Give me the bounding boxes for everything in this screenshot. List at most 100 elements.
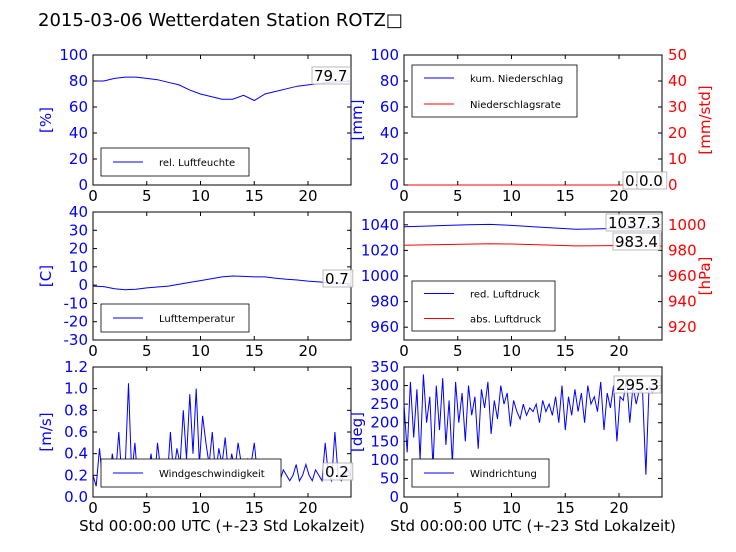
legend-label-windspeed: Windgeschwindigkeit — [159, 469, 265, 480]
value-annotation-box-temperature — [322, 269, 354, 288]
y2-tick-label-precip: 0 — [668, 176, 678, 194]
series-line-humidity-0 — [93, 76, 352, 102]
y-tick-label-precip: 0 — [389, 176, 399, 194]
x-tick-label-windspeed: 5 — [142, 499, 152, 517]
y-tick-label-winddir: 300 — [370, 377, 399, 395]
y2-tick-label-pressure: 940 — [668, 293, 697, 311]
x-tick-label-precip: 15 — [556, 187, 575, 205]
x-tick-label-pressure: 20 — [609, 342, 628, 360]
y-tick-label-winddir: 0 — [389, 488, 399, 506]
legend-label-precip: Niederschlagsrate — [470, 100, 561, 111]
y-axis-label-precip: [mm] — [348, 100, 366, 141]
legend-label-winddir: Windrichtung — [470, 469, 537, 480]
y-tick-label-precip: 40 — [380, 124, 399, 142]
y-tick-label-temperature: -10 — [64, 294, 89, 312]
y-tick-label-pressure: 1040 — [361, 216, 399, 234]
y2-axis-label-precip: [mm/std] — [696, 85, 714, 154]
y-tick-label-precip: 100 — [370, 46, 399, 64]
legend-pressure — [411, 280, 556, 332]
x-tick-label-winddir: 0 — [399, 499, 409, 517]
y2-tick-label-precip: 40 — [668, 72, 687, 90]
y-tick-label-winddir: 100 — [370, 451, 399, 469]
legend-label-pressure: abs. Luftdruck — [470, 315, 541, 326]
value-annotation-box-windspeed — [322, 462, 354, 481]
y-tick-label-windspeed: 1.2 — [64, 358, 88, 376]
value-annotation-box-pressure — [612, 232, 661, 251]
value-annotation-box-winddir — [613, 375, 662, 394]
y-tick-label-pressure: 960 — [370, 318, 399, 336]
x-axis-label-winddir: Std 00:00:00 UTC (+-23 Std Lokalzeit) — [390, 517, 676, 535]
series-line-temperature-0 — [92, 275, 352, 291]
y-tick-label-precip: 80 — [380, 72, 399, 90]
value-annotation-pressure: 983.4 — [615, 233, 658, 251]
y-tick-label-winddir: 350 — [370, 358, 399, 376]
value-annotation-box-precip — [636, 171, 668, 190]
value-annotation-pressure: 1037.3 — [608, 214, 661, 232]
y-tick-label-temperature: 10 — [69, 258, 88, 276]
y-axis-label-winddir: [deg] — [348, 412, 366, 452]
x-tick-label-winddir: 20 — [609, 499, 628, 517]
legend-label-precip: kum. Niederschlag — [470, 74, 563, 85]
x-tick-label-winddir: 15 — [556, 499, 575, 517]
y-tick-label-temperature: 0 — [78, 276, 88, 294]
y-tick-label-winddir: 50 — [380, 469, 399, 487]
y-tick-label-windspeed: 0.8 — [64, 401, 88, 419]
x-axis-label-windspeed: Std 00:00:00 UTC (+-23 Std Lokalzeit) — [79, 517, 365, 535]
y2-tick-label-precip: 30 — [668, 98, 687, 116]
y-tick-label-pressure: 980 — [370, 293, 399, 311]
y2-tick-label-pressure: 920 — [668, 318, 697, 336]
y-tick-label-humidity: 60 — [69, 98, 88, 116]
x-tick-label-temperature: 20 — [298, 342, 317, 360]
value-annotation-humidity: 79.7 — [314, 67, 347, 85]
y-tick-label-windspeed: 0.6 — [64, 423, 88, 441]
x-tick-label-precip: 5 — [453, 187, 463, 205]
y-tick-label-temperature: -30 — [64, 331, 89, 349]
x-tick-label-windspeed: 15 — [245, 499, 264, 517]
y-tick-label-pressure: 1020 — [361, 241, 399, 259]
value-annotation-temperature: 0.7 — [325, 270, 349, 288]
y-tick-label-humidity: 40 — [69, 124, 88, 142]
y-tick-label-precip: 60 — [380, 98, 399, 116]
y-tick-label-humidity: 20 — [69, 150, 88, 168]
y-tick-label-windspeed: 1.0 — [64, 380, 88, 398]
y-tick-label-windspeed: 0.2 — [64, 466, 88, 484]
x-tick-label-temperature: 15 — [245, 342, 264, 360]
y-tick-label-temperature: 20 — [69, 240, 88, 258]
y2-tick-label-precip: 20 — [668, 124, 687, 142]
value-annotation-box-humidity — [311, 66, 351, 85]
y-tick-label-windspeed: 0.4 — [64, 445, 88, 463]
y2-tick-label-pressure: 1000 — [668, 216, 706, 234]
x-tick-label-temperature: 5 — [142, 342, 152, 360]
value-annotation-windspeed: 0.2 — [325, 463, 349, 481]
y2-tick-label-precip: 50 — [668, 46, 687, 64]
y-tick-label-pressure: 1000 — [361, 267, 399, 285]
y-tick-label-winddir: 150 — [370, 432, 399, 450]
y2-tick-label-pressure: 980 — [668, 241, 697, 259]
x-tick-label-humidity: 20 — [298, 187, 317, 205]
chart-title: 2015-03-06 Wetterdaten Station ROTZ□ — [38, 10, 403, 31]
value-annotation-precip: 0.0 — [639, 172, 663, 190]
x-tick-label-pressure: 15 — [556, 342, 575, 360]
x-tick-label-pressure: 0 — [399, 342, 409, 360]
y-axis-label-windspeed: [m/s] — [37, 412, 55, 451]
y-tick-label-precip: 20 — [380, 150, 399, 168]
y-tick-label-humidity: 100 — [59, 46, 88, 64]
x-tick-label-humidity: 5 — [142, 187, 152, 205]
x-tick-label-winddir: 10 — [502, 499, 521, 517]
value-annotation-winddir: 295.3 — [616, 376, 659, 394]
x-tick-label-pressure: 5 — [453, 342, 463, 360]
x-tick-label-pressure: 10 — [502, 342, 521, 360]
x-tick-label-precip: 0 — [399, 187, 409, 205]
x-tick-label-precip: 20 — [609, 187, 628, 205]
x-tick-label-windspeed: 10 — [191, 499, 210, 517]
series-line-winddir-0 — [403, 374, 663, 475]
x-tick-label-windspeed: 0 — [88, 499, 98, 517]
legend-label-humidity: rel. Luftfeuchte — [159, 158, 235, 169]
y-tick-label-humidity: 80 — [69, 72, 88, 90]
x-tick-label-temperature: 0 — [88, 342, 98, 360]
y-tick-label-humidity: 0 — [78, 176, 88, 194]
y2-tick-label-pressure: 960 — [668, 267, 697, 285]
x-tick-label-humidity: 0 — [88, 187, 98, 205]
y-tick-label-temperature: 40 — [69, 203, 88, 221]
